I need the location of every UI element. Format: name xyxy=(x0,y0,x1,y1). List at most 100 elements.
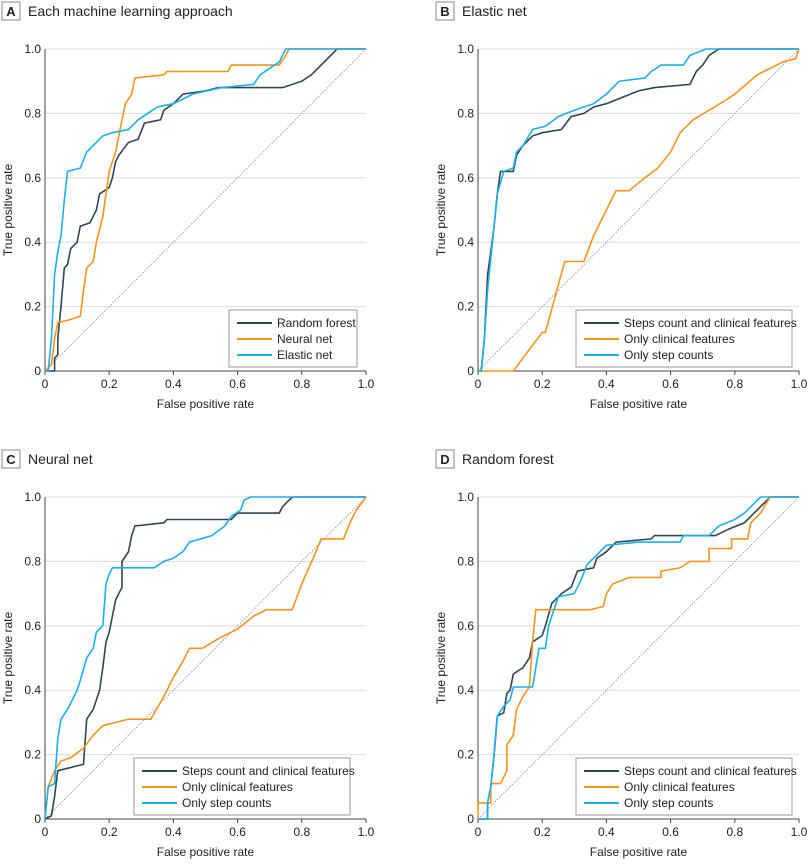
x-tick-label: 0 xyxy=(475,377,482,391)
y-tick-label: 0.4 xyxy=(457,235,474,249)
roc-curve-neural-net xyxy=(44,48,366,372)
panel-title: Neural net xyxy=(28,451,93,467)
y-tick-label: 0.8 xyxy=(457,106,474,120)
x-tick-label: 0.8 xyxy=(293,825,310,839)
y-tick-label: 0.6 xyxy=(24,171,41,185)
legend-entry: Only clinical features xyxy=(624,332,735,346)
x-tick-label: 0.2 xyxy=(534,377,551,391)
x-tick-label: 1.0 xyxy=(791,825,808,839)
y-tick-label: 0.4 xyxy=(24,683,41,697)
panel-c: C Neural net 0 0.2 0.4 0.6 0.8 1.0 0 0.2 0.4 0.6 0.8… xyxy=(1,449,375,859)
legend-entry: Neural net xyxy=(277,332,333,346)
y-tick-label: 1.0 xyxy=(457,42,474,56)
y-tick-label: 1.0 xyxy=(24,490,41,504)
x-tick-label: 0.8 xyxy=(726,377,743,391)
y-tick-label: 0 xyxy=(467,364,474,378)
y-tick-label: 0.8 xyxy=(24,554,41,568)
legend-entry: Steps count and clinical features xyxy=(624,764,797,778)
legend-entry: Steps count and clinical features xyxy=(182,764,355,778)
panel-label-box xyxy=(435,1,455,21)
legend-entry: Only clinical features xyxy=(624,780,735,794)
legend: Steps count and clinical features Only cl… xyxy=(133,757,355,816)
y-tick-label: 1.0 xyxy=(24,42,41,56)
y-tick-label: 0 xyxy=(467,812,474,826)
legend-entry: Only step counts xyxy=(624,348,713,362)
x-tick-label: 1.0 xyxy=(358,825,375,839)
legend-entry: Only step counts xyxy=(624,796,713,810)
panel-b: B Elastic net 0 0.2 0.4 0.6 0.8 1.0 0 0.2 0.4 0.6 0.… xyxy=(434,1,808,411)
x-tick-label: 0.6 xyxy=(229,825,246,839)
roc-curve-only-step-counts xyxy=(478,496,799,820)
panel-label-box xyxy=(435,449,455,469)
panel-d: D Random forest 0 0.2 0.4 0.6 0.8 1.0 0 0.2 0.4 0.6… xyxy=(434,449,808,859)
roc-curve-elastic-net xyxy=(45,48,366,372)
x-tick-label: 0.2 xyxy=(101,377,118,391)
y-tick-label: 0.4 xyxy=(24,235,41,249)
y-tick-label: 0.2 xyxy=(24,300,41,314)
reference-diagonal xyxy=(44,496,367,820)
x-tick-label: 0.2 xyxy=(534,825,551,839)
panel-title: Random forest xyxy=(462,451,554,467)
panel-title: Each machine learning approach xyxy=(28,3,233,19)
reference-diagonal xyxy=(477,496,800,820)
panel-title: Elastic net xyxy=(462,3,527,19)
x-tick-label: 0 xyxy=(42,377,49,391)
roc-curve-only-clinical-features xyxy=(478,48,800,372)
roc-curve-only-step-counts xyxy=(478,48,799,372)
x-axis-label: False positive rate xyxy=(590,397,688,411)
panel-label: C xyxy=(6,452,16,467)
x-tick-label: 0.4 xyxy=(598,377,615,391)
panel-a: A Each machine learning approach 0 0.2 0.4 0.… xyxy=(1,1,375,411)
x-tick-label: 0.8 xyxy=(726,825,743,839)
x-tick-label: 0.4 xyxy=(598,825,615,839)
y-tick-label: 0.6 xyxy=(457,171,474,185)
y-tick-label: 0 xyxy=(34,812,41,826)
y-tick-label: 0.8 xyxy=(24,106,41,120)
roc-curve-only-clinical-features xyxy=(44,496,367,820)
roc-curve-steps-count-and-clinical-features xyxy=(44,496,366,820)
x-tick-label: 0.2 xyxy=(101,825,118,839)
reference-diagonal xyxy=(44,48,367,372)
roc-curve-only-step-counts xyxy=(44,496,366,820)
y-tick-label: 1.0 xyxy=(457,490,474,504)
y-tick-label: 0.6 xyxy=(24,619,41,633)
legend-entry: Only clinical features xyxy=(182,780,293,794)
x-tick-label: 0.6 xyxy=(662,377,679,391)
x-tick-label: 1.0 xyxy=(791,377,808,391)
roc-curve-only-clinical-features xyxy=(477,496,799,819)
panel-label: B xyxy=(440,4,449,19)
legend-entry: Only step counts xyxy=(182,796,271,810)
x-tick-label: 0.4 xyxy=(165,825,182,839)
x-tick-label: 0.4 xyxy=(165,377,182,391)
panel-label: D xyxy=(440,452,449,467)
legend-entry: Elastic net xyxy=(277,348,333,362)
y-tick-label: 0.4 xyxy=(457,683,474,697)
x-tick-label: 0.6 xyxy=(229,377,246,391)
y-tick-label: 0.2 xyxy=(457,300,474,314)
y-axis-label: True positive rate xyxy=(434,612,448,705)
y-tick-label: 0.2 xyxy=(457,748,474,762)
reference-diagonal xyxy=(477,48,800,372)
y-tick-label: 0.2 xyxy=(24,748,41,762)
x-axis-label: False positive rate xyxy=(157,845,255,859)
x-tick-label: 0 xyxy=(42,825,49,839)
y-axis-label: True positive rate xyxy=(434,164,448,257)
x-tick-label: 1.0 xyxy=(358,377,375,391)
y-axis-label: True positive rate xyxy=(1,612,15,705)
x-axis-label: False positive rate xyxy=(157,397,255,411)
x-tick-label: 0.8 xyxy=(293,377,310,391)
x-tick-label: 0 xyxy=(475,825,482,839)
y-axis-label: True positive rate xyxy=(1,164,15,257)
panel-label-box xyxy=(1,1,21,21)
x-axis-label: False positive rate xyxy=(590,845,688,859)
roc-curve-random-forest xyxy=(45,48,366,372)
legend-entry: Random forest xyxy=(277,316,356,330)
legend: Steps count and clinical features Only cl… xyxy=(575,757,797,816)
legend-entry: Steps count and clinical features xyxy=(624,316,797,330)
y-tick-label: 0.8 xyxy=(457,554,474,568)
y-tick-label: 0 xyxy=(34,364,41,378)
panel-label-box xyxy=(1,449,21,469)
x-tick-label: 0.6 xyxy=(662,825,679,839)
panel-label: A xyxy=(6,4,16,19)
